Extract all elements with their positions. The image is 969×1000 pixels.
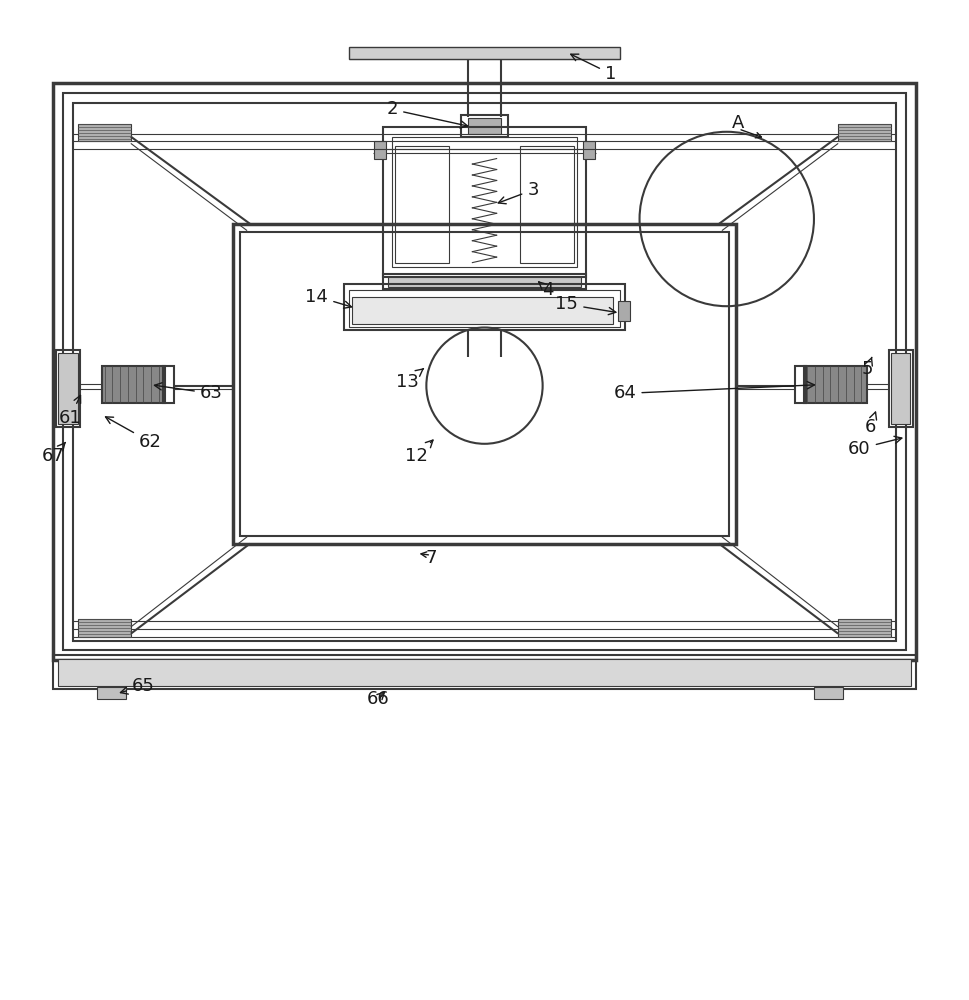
- Text: 65: 65: [120, 677, 155, 695]
- Bar: [73, 103, 896, 641]
- Bar: [233, 224, 736, 544]
- Text: 61: 61: [58, 395, 81, 427]
- Bar: [392, 137, 577, 267]
- Bar: [583, 141, 595, 159]
- Bar: [97, 687, 126, 699]
- Bar: [383, 274, 586, 289]
- Text: 13: 13: [395, 369, 423, 391]
- Bar: [374, 141, 386, 159]
- Text: 66: 66: [366, 690, 390, 708]
- Text: 14: 14: [305, 288, 352, 308]
- Bar: [618, 301, 630, 321]
- Text: 12: 12: [405, 440, 433, 465]
- Bar: [838, 619, 891, 637]
- Text: 63: 63: [154, 383, 223, 402]
- Bar: [891, 353, 910, 424]
- Bar: [349, 47, 620, 59]
- Bar: [63, 93, 906, 650]
- Bar: [383, 127, 586, 277]
- Bar: [53, 83, 916, 660]
- Text: 7: 7: [425, 549, 437, 567]
- Text: 2: 2: [387, 100, 468, 128]
- Bar: [78, 124, 131, 141]
- Bar: [163, 366, 174, 403]
- Bar: [240, 232, 729, 536]
- Bar: [53, 655, 916, 689]
- Bar: [56, 350, 80, 427]
- Bar: [804, 366, 867, 403]
- Text: 64: 64: [613, 382, 815, 402]
- Bar: [520, 146, 574, 263]
- Bar: [388, 277, 581, 287]
- Bar: [838, 124, 891, 141]
- Bar: [349, 290, 620, 327]
- Text: 67: 67: [42, 442, 65, 465]
- Bar: [468, 118, 501, 134]
- Text: 62: 62: [106, 417, 162, 451]
- Text: 3: 3: [498, 181, 539, 204]
- Bar: [814, 687, 843, 699]
- Text: 6: 6: [864, 412, 877, 436]
- Bar: [352, 297, 613, 324]
- Bar: [795, 366, 806, 403]
- Text: 1: 1: [571, 54, 616, 83]
- Bar: [58, 659, 911, 686]
- Bar: [344, 284, 625, 330]
- Bar: [395, 146, 449, 263]
- Text: 5: 5: [861, 357, 873, 378]
- Text: 60: 60: [848, 436, 902, 458]
- Bar: [461, 115, 508, 137]
- Bar: [889, 350, 913, 427]
- Bar: [78, 619, 131, 637]
- Bar: [58, 353, 78, 424]
- Bar: [102, 366, 165, 403]
- Text: A: A: [733, 114, 744, 132]
- Text: 4: 4: [539, 281, 553, 299]
- Text: 15: 15: [555, 295, 616, 315]
